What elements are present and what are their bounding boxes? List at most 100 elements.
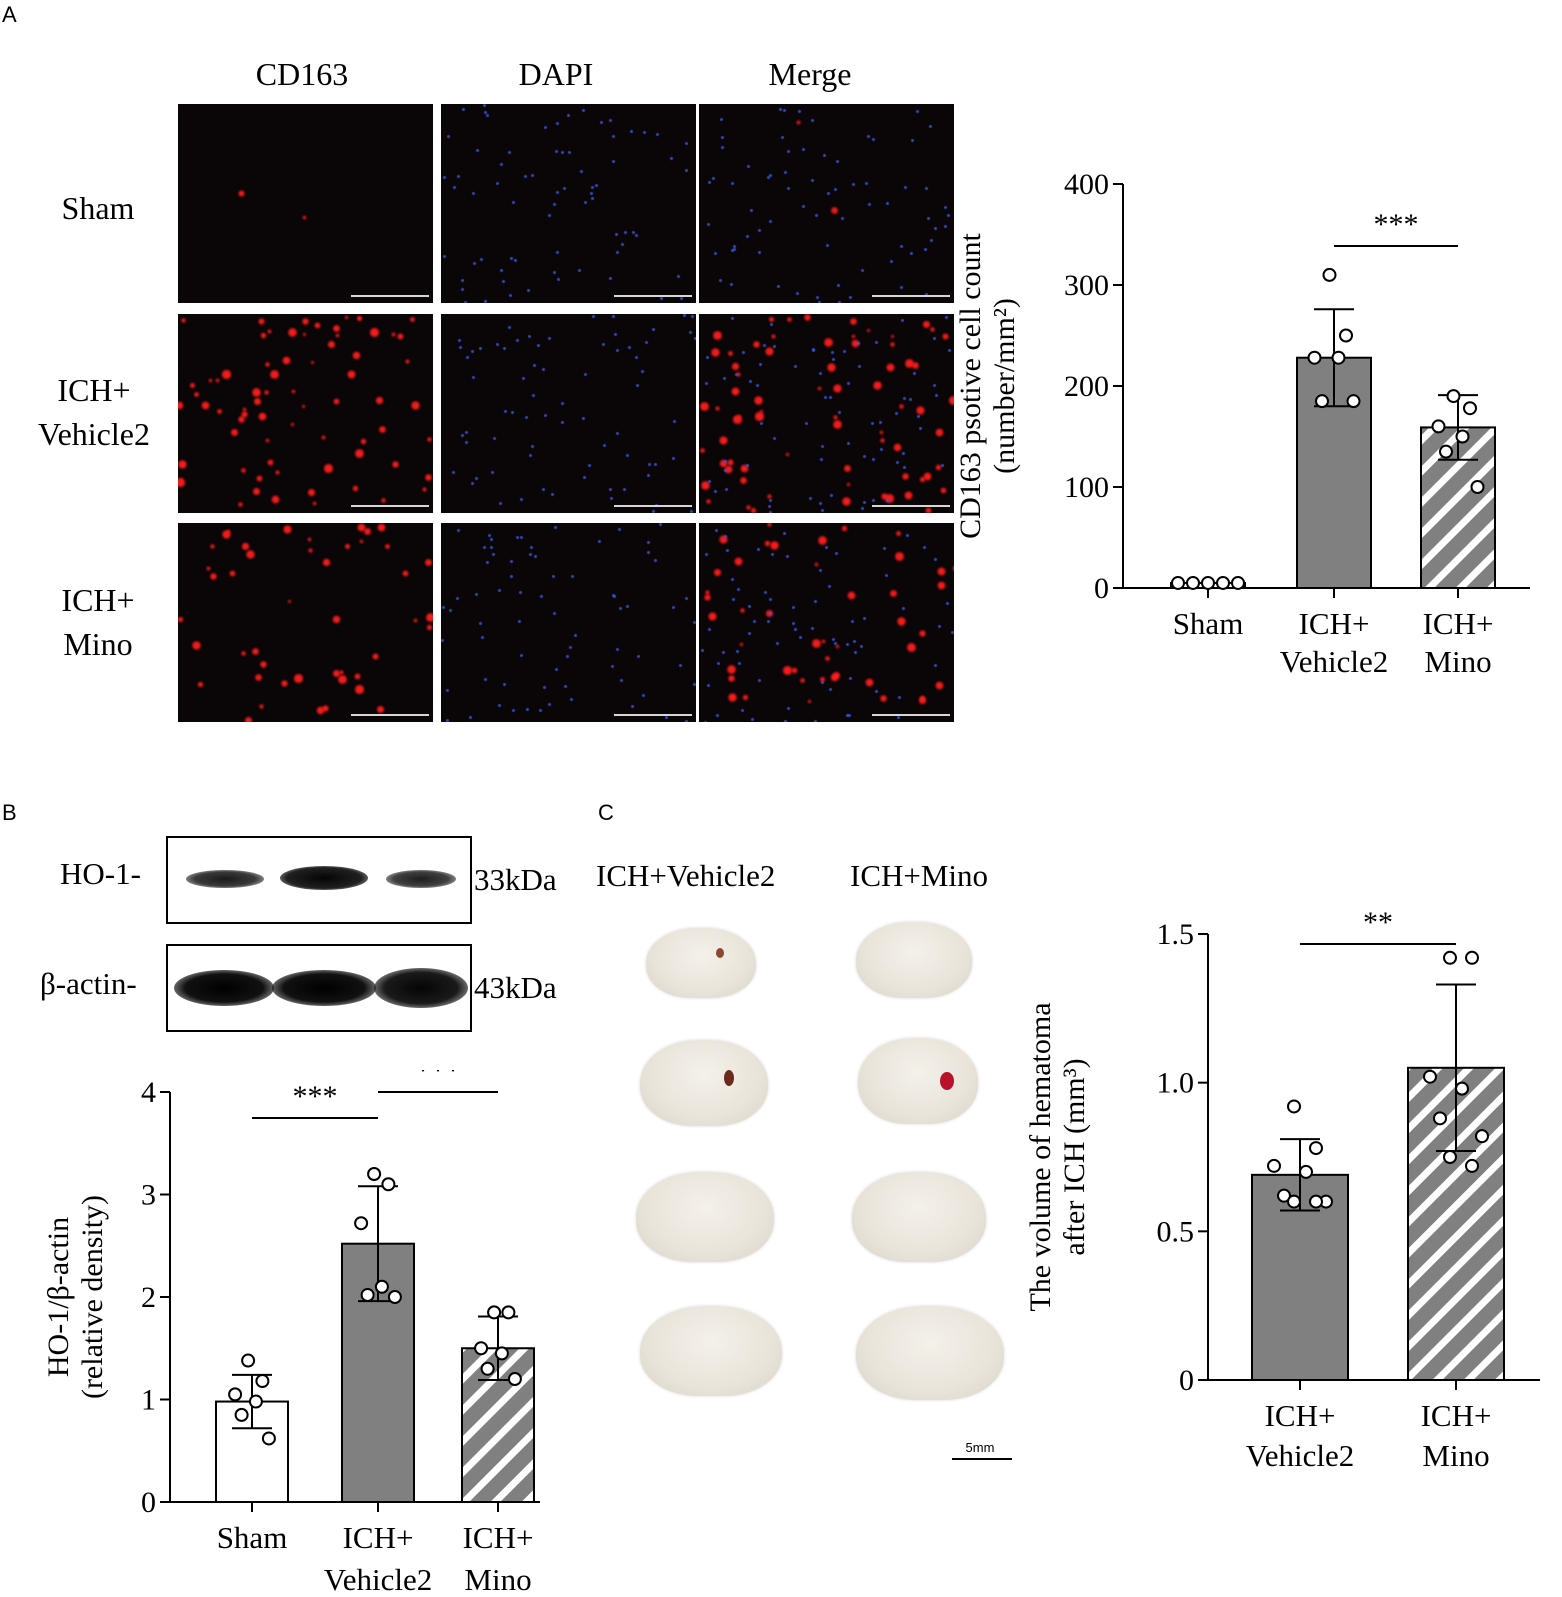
x-tick-label: Vehicle2 <box>324 1562 432 1597</box>
microscopy-image <box>178 523 433 722</box>
data-point <box>374 1279 389 1294</box>
data-point <box>1231 575 1245 590</box>
y-tick-label: 4 <box>141 1076 156 1109</box>
brain-slice <box>858 1038 978 1124</box>
data-point <box>1201 575 1215 590</box>
data-point <box>1339 328 1353 343</box>
data-point <box>1267 1158 1281 1173</box>
data-point <box>367 1167 382 1181</box>
data-point <box>474 1341 489 1356</box>
y-tick-label: 400 <box>1064 168 1109 201</box>
brain-slice <box>640 1040 768 1126</box>
brain-slice <box>640 1306 782 1396</box>
data-point <box>1315 394 1329 409</box>
data-point <box>1277 1188 1291 1203</box>
data-point <box>1455 429 1470 444</box>
microscopy-image <box>178 104 433 303</box>
data-point <box>248 1394 263 1409</box>
data-point <box>1309 1194 1323 1209</box>
data-point <box>1433 1111 1447 1126</box>
data-point <box>1307 350 1322 365</box>
data-point <box>261 1431 276 1446</box>
data-point <box>1446 389 1461 404</box>
condition-label-mino: ICH+Mino <box>850 858 989 893</box>
data-point <box>1439 444 1453 459</box>
brain-slice <box>852 1172 986 1262</box>
column-label-dapi: DAPI <box>518 56 594 92</box>
x-tick-label: ICH+ <box>1265 1398 1336 1433</box>
data-point <box>1346 394 1361 409</box>
y-tick-label: 2 <box>141 1281 156 1314</box>
scale-bar-label: 5mm <box>965 1440 995 1455</box>
data-point <box>487 1305 502 1320</box>
ho1-bar-chart: HO-1/β-actin (relative density) 0 1 2 3 4 Sham I… <box>42 1070 540 1597</box>
x-tick-label: ICH+ <box>1299 606 1370 641</box>
x-tick-label: ICH+ <box>1423 606 1494 641</box>
microscopy-image <box>441 314 696 513</box>
data-point <box>1465 1158 1479 1173</box>
data-point <box>1287 1194 1301 1209</box>
data-point <box>1322 267 1337 282</box>
data-point <box>381 1177 396 1192</box>
data-point <box>1465 950 1479 965</box>
brain-slice <box>646 928 756 998</box>
data-point <box>1463 401 1477 416</box>
microscopy-image <box>178 314 433 513</box>
y-tick-label: 3 <box>141 1179 156 1212</box>
y-tick-label: 1 <box>141 1384 156 1417</box>
scale-bar <box>351 295 429 297</box>
x-tick-label: Vehicle2 <box>1246 1438 1354 1473</box>
x-tick-label: Mino <box>1424 644 1491 679</box>
y-tick-label: 1.0 <box>1157 1067 1195 1100</box>
blot-size-beta-actin: 43kDa <box>474 970 557 1005</box>
data-point <box>255 1374 270 1389</box>
x-tick-label: Vehicle2 <box>1280 644 1388 679</box>
blot-size-ho1: 33kDa <box>474 862 557 897</box>
row-label-sham: Sham <box>61 190 135 226</box>
significance-label: *** <box>293 1080 338 1113</box>
scale-bar <box>872 505 950 507</box>
scale-bar <box>614 714 692 716</box>
data-point <box>1309 1141 1323 1156</box>
x-tick-label: ICH+ <box>1421 1398 1492 1433</box>
row-label-ich-mino: ICH+ Mino <box>61 582 135 662</box>
row-label-ich-vehicle2: ICH+ Vehicle2 <box>38 372 150 452</box>
data-point <box>1331 350 1346 365</box>
scale-bar <box>872 295 950 297</box>
data-point <box>360 1287 375 1302</box>
microscopy-image <box>699 104 954 303</box>
data-point <box>1443 1150 1457 1164</box>
significance-label: ** <box>1363 906 1393 939</box>
scale-bar <box>351 505 429 507</box>
panel-b-letter: B <box>2 800 17 825</box>
data-point <box>1186 575 1200 590</box>
significance-label: *** <box>1374 208 1419 241</box>
data-point <box>1299 1164 1313 1179</box>
brain-slice <box>636 1172 774 1262</box>
blot-beta-actin <box>166 944 472 1032</box>
y-tick-label: 0 <box>1094 572 1109 605</box>
cd163-bar-chart: CD163 psotive cell count (number/mm²) 0 100… <box>954 168 1530 679</box>
scale-bar <box>614 505 692 507</box>
data-point <box>387 1290 402 1304</box>
x-tick-label: Sham <box>217 1520 288 1555</box>
blot-ho1 <box>166 836 472 924</box>
data-point <box>1431 419 1446 434</box>
x-tick-label: ICH+ <box>343 1520 414 1555</box>
data-point <box>228 1387 243 1402</box>
data-point <box>1470 480 1485 494</box>
y-tick-label: 1.5 <box>1157 918 1195 951</box>
scale-bar <box>351 714 429 716</box>
y-axis-label: HO-1/β-actin <box>42 1217 75 1377</box>
y-tick-label: 0 <box>141 1486 156 1519</box>
data-point <box>1423 1069 1437 1084</box>
data-point <box>1171 575 1185 590</box>
data-point <box>507 1372 522 1386</box>
data-point <box>501 1305 516 1320</box>
data-point <box>234 1407 249 1422</box>
x-tick-label: Sham <box>1173 606 1244 641</box>
data-point <box>1443 950 1457 965</box>
microscopy-image <box>441 523 696 722</box>
scale-bar <box>872 714 950 716</box>
column-label-cd163: CD163 <box>255 56 349 92</box>
